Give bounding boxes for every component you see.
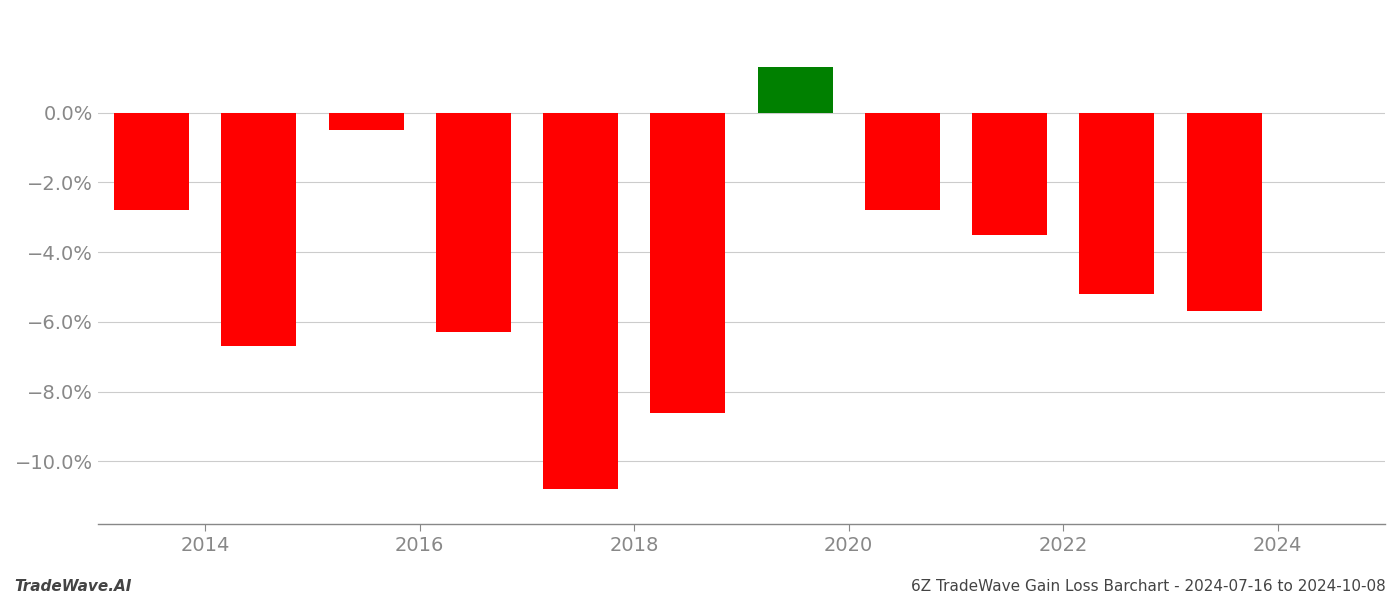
Bar — [651, 113, 725, 413]
Bar — [113, 113, 189, 211]
Bar — [757, 67, 833, 113]
Bar — [329, 113, 403, 130]
Text: TradeWave.AI: TradeWave.AI — [14, 579, 132, 594]
Bar — [865, 113, 939, 211]
Bar — [1187, 113, 1261, 311]
Bar — [435, 113, 511, 332]
Bar — [1079, 113, 1155, 294]
Bar — [221, 113, 297, 346]
Bar — [972, 113, 1047, 235]
Bar — [543, 113, 619, 490]
Text: 6Z TradeWave Gain Loss Barchart - 2024-07-16 to 2024-10-08: 6Z TradeWave Gain Loss Barchart - 2024-0… — [911, 579, 1386, 594]
